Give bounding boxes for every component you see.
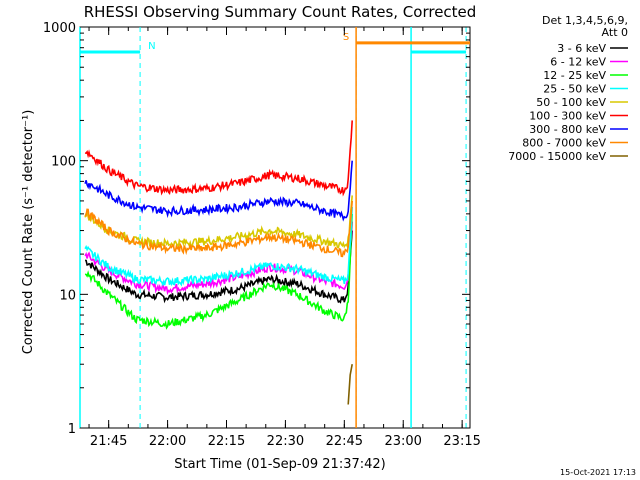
flag-label: S [343, 32, 349, 43]
chart-title: RHESSI Observing Summary Count Rates, Co… [84, 3, 477, 21]
legend-entry-label: 6 - 12 keV [550, 56, 606, 69]
series-line [84, 120, 353, 197]
series-line [84, 200, 353, 258]
x-tick-label: 22:45 [326, 434, 363, 449]
plot-ticks: 1 10 100 1000 21:45 22:00 22:15 22:30 22:45 23:00… [43, 21, 481, 449]
y-tick-label: 1 [68, 422, 76, 437]
legend-entry-label: 300 - 800 keV [529, 123, 606, 136]
series-line [84, 206, 353, 287]
legend-entry-label: 3 - 6 keV [557, 42, 606, 55]
x-tick-label: 23:15 [443, 434, 480, 449]
y-tick-label: 10 [59, 288, 76, 303]
series-line [84, 221, 353, 296]
legend-entry-label: 12 - 25 keV [543, 69, 606, 82]
series-line [84, 230, 353, 304]
legend-entry-label: 100 - 300 keV [529, 110, 606, 123]
series-line [84, 213, 353, 330]
y-tick-label: 1000 [43, 21, 76, 36]
footer-timestamp: 15-Oct-2021 17:13 [560, 468, 636, 477]
x-axis-label: Start Time (01-Sep-09 21:37:42) [174, 457, 385, 472]
y-axis-label: Corrected Count Rate (s⁻¹ detector⁻¹) [21, 110, 36, 355]
legend-header: Att 0 [602, 26, 628, 39]
legend-header: Det 1,3,4,5,6,9, [542, 14, 628, 27]
series-line [84, 160, 353, 222]
legend-entry-label: 50 - 100 keV [536, 96, 606, 109]
series-line [347, 364, 353, 405]
series-line [84, 195, 353, 250]
x-tick-label: 21:45 [90, 434, 127, 449]
y-tick-label: 100 [51, 155, 76, 170]
x-tick-label: 22:30 [267, 434, 304, 449]
x-tick-label: 22:15 [208, 434, 245, 449]
x-tick-label: 23:00 [384, 434, 421, 449]
legend-entry-label: 25 - 50 keV [543, 83, 606, 96]
plot-marks: NS [79, 27, 470, 428]
x-tick-label: 22:00 [149, 434, 186, 449]
flag-label: N [148, 41, 155, 52]
legend-entry-label: 7000 - 15000 keV [508, 150, 606, 163]
legend-entry-label: 800 - 7000 keV [522, 137, 606, 150]
